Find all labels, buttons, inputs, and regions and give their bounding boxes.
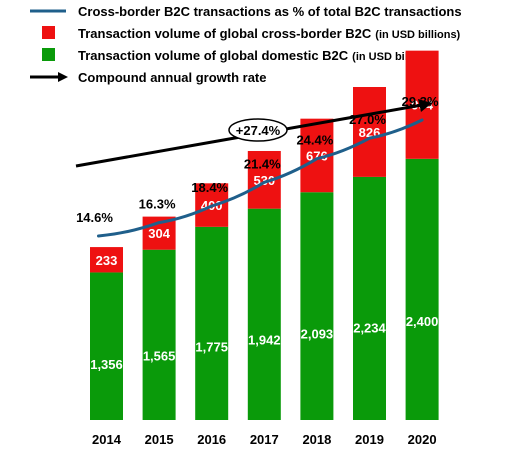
legend-item-label: Cross-border B2C transactions as % of to… xyxy=(78,4,462,19)
percentage-value-label: 18.4% xyxy=(191,180,228,195)
legend-item-text: Cross-border B2C transactions as % of to… xyxy=(78,4,462,19)
x-tick-label: 2020 xyxy=(408,432,437,447)
x-tick-label: 2018 xyxy=(302,432,331,447)
x-tick-label: 2016 xyxy=(197,432,226,447)
legend: Cross-border B2C transactions as % of to… xyxy=(30,4,462,85)
bar-domestic-value-label: 2,400 xyxy=(406,314,439,329)
bar-cross-border xyxy=(90,247,123,273)
x-tick-label: 2019 xyxy=(355,432,384,447)
bar-cross-border-value-label: 676 xyxy=(306,148,328,163)
legend-arrow-head xyxy=(58,72,68,82)
bar-domestic-value-label: 1,565 xyxy=(143,348,176,363)
bar-domestic-value-label: 1,942 xyxy=(248,333,281,348)
legend-item-label: Compound annual growth rate xyxy=(78,70,267,85)
bar-domestic xyxy=(90,272,123,420)
bar-cross-border xyxy=(353,87,386,177)
x-axis-ticks: 2014 2015 2016 2017 2018 2019 2020 xyxy=(92,432,437,447)
bar-domestic-value-label: 2,234 xyxy=(353,321,386,336)
legend-square-swatch xyxy=(42,26,55,39)
legend-item-text: Compound annual growth rate xyxy=(78,70,267,85)
legend-item-label: Transaction volume of global domestic B2… xyxy=(78,48,437,63)
cagr-label-bubble xyxy=(228,118,288,142)
legend-square-swatch xyxy=(42,48,55,61)
percentage-line-area: 14.6%16.3%18.4%21.4%24.4%27.0%29.3% xyxy=(76,94,439,238)
bar-cross-border-value-label: 304 xyxy=(148,226,170,241)
bar-domestic xyxy=(405,158,439,420)
cagr-label: +27.4% xyxy=(236,123,281,138)
bar-domestic-value-label: 1,775 xyxy=(195,340,228,355)
percentage-value-label: 24.4% xyxy=(296,133,333,148)
bar-domestic xyxy=(353,176,386,420)
cagr-arrow-area: +27.4% xyxy=(75,99,432,168)
legend-item-text: Transaction volume of global domestic B2… xyxy=(78,48,349,63)
legend-item-label: Transaction volume of global cross-borde… xyxy=(78,26,461,41)
bar-cross-border-value-label: 233 xyxy=(96,253,118,268)
percentage-value-label: 16.3% xyxy=(139,197,176,212)
bar-domestic xyxy=(195,226,229,420)
bar-domestic-value-label: 1,356 xyxy=(90,357,123,372)
percentage-line xyxy=(97,118,424,238)
x-tick-label: 2017 xyxy=(250,432,279,447)
x-tick-label: 2014 xyxy=(92,432,122,447)
percentage-value-label: 21.4% xyxy=(244,156,281,171)
bar-area: 1,3562331,5653041,7754001,9425302,093676… xyxy=(90,50,439,420)
bar-domestic-value-label: 2,093 xyxy=(301,326,334,341)
bar-domestic xyxy=(247,208,281,420)
cagr-arrow-head xyxy=(418,99,432,112)
x-tick-label: 2015 xyxy=(145,432,174,447)
percentage-value-label: 14.6% xyxy=(76,210,113,225)
legend-item-unit: (in USD billions) xyxy=(375,29,460,41)
legend-item-text: Transaction volume of global cross-borde… xyxy=(78,26,372,41)
bar-domestic xyxy=(300,192,334,420)
bar-domestic xyxy=(142,249,176,420)
